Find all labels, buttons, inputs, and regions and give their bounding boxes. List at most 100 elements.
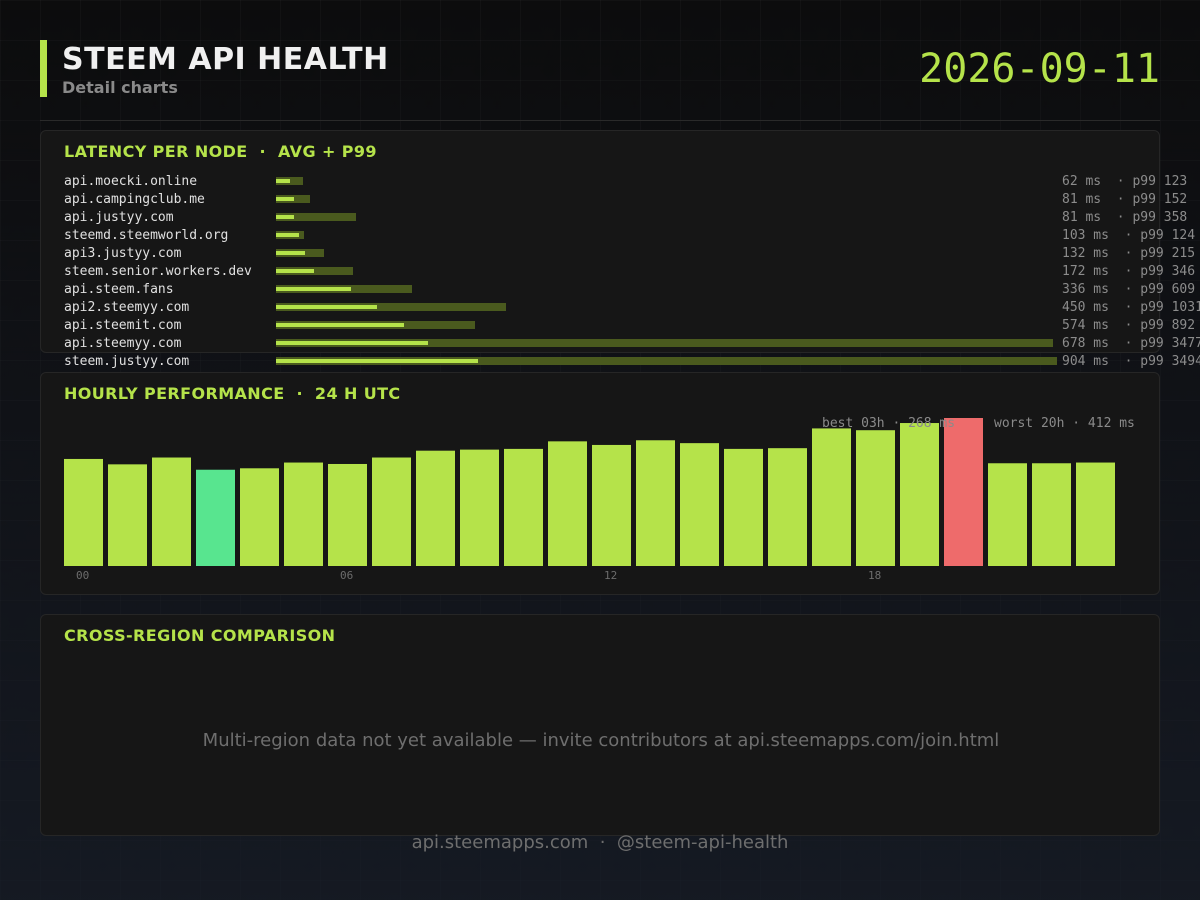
latency-rows: api.moecki.online 62 ms · p99 123 api.camp… [64,173,1200,371]
latency-bar-track [276,177,304,185]
node-name: api3.justyy.com [64,246,182,261]
cross-region-panel: CROSS-REGION COMPARISON Multi-region dat… [40,614,1160,836]
latency-values: 574 ms · p99 892 [1062,318,1195,333]
avg-latency-label: 103 ms [1062,228,1109,243]
cross-region-empty-message: Multi-region data not yet available — in… [202,730,1000,751]
p99-latency-label: · p99 346 [1124,264,1196,279]
footer-text: api.steemapps.com · @steem-api-health [411,832,789,853]
latency-values: 904 ms · p99 3494 [1062,354,1200,369]
worst-hour-note: worst 20h · 412 ms [994,416,1135,431]
p99-latency-label: · p99 3494 [1124,354,1200,369]
latency-row: api.steem.fans 336 ms · p99 609 [64,281,1200,299]
latency-values: 678 ms · p99 3477 [1062,336,1200,351]
avg-latency-label: 904 ms [1062,354,1109,369]
cross-region-panel-title: CROSS-REGION COMPARISON [64,626,336,645]
p99-latency-label: · p99 124 [1124,228,1196,243]
p99-latency-label: · p99 123 [1116,174,1188,189]
node-name: api.campingclub.me [64,192,205,207]
hour-tick-label: 00 [76,569,89,582]
latency-row: api.campingclub.me 81 ms · p99 152 [64,191,1200,209]
hour-bar-01 [108,464,147,566]
latency-values: 103 ms · p99 124 [1062,228,1195,243]
latency-row: api.steemit.com 574 ms · p99 892 [64,317,1200,335]
hour-bar-14 [680,443,719,566]
node-name: steem.senior.workers.dev [64,264,252,279]
hour-bar-19 [900,423,939,566]
p99-latency-bar [276,213,356,221]
avg-latency-bar [276,305,377,309]
best-hour-note: best 03h · 268 ms [822,416,955,431]
avg-latency-label: 336 ms [1062,282,1109,297]
hour-bar-13 [636,440,675,566]
hour-bar-08 [416,450,455,566]
latency-panel-title: LATENCY PER NODE · AVG + P99 [64,142,377,161]
latency-row: api2.steemyy.com 450 ms · p99 1031 [64,299,1200,317]
latency-values: 172 ms · p99 346 [1062,264,1195,279]
avg-latency-label: 62 ms [1062,174,1102,189]
avg-latency-bar [276,251,306,255]
p99-latency-label: · p99 152 [1116,192,1188,207]
hour-bar-04 [240,468,279,566]
latency-row: steem.senior.workers.dev 172 ms · p99 346 [64,263,1200,281]
avg-latency-label: 678 ms [1062,336,1109,351]
hourly-bar-chart: best 03h · 268 ms worst 20h · 412 ms 00 0… [64,416,1135,582]
latency-row: api.justyy.com 81 ms · p99 358 [64,209,1200,227]
p99-latency-label: · p99 358 [1116,210,1188,225]
page-title: STEEM API HEALTH [62,42,389,77]
hour-bar-10 [504,448,543,566]
hour-bar-18 [856,430,895,566]
hour-bar-07 [372,457,411,566]
hour-bar-16 [768,448,807,566]
latency-row: steemd.steemworld.org 103 ms · p99 124 [64,227,1200,245]
avg-latency-label: 450 ms [1062,300,1109,315]
avg-latency-bar [276,359,478,363]
hour-bar-23 [1076,462,1115,566]
latency-bar-track [276,357,1057,365]
hour-bar-11 [548,441,587,566]
avg-latency-bar [276,215,295,219]
latency-values: 81 ms · p99 152 [1062,192,1187,207]
p99-latency-label: · p99 3477 [1124,336,1200,351]
avg-latency-bar [276,233,300,237]
avg-latency-label: 574 ms [1062,318,1109,333]
avg-latency-bar [276,197,295,201]
avg-latency-label: 81 ms [1062,210,1102,225]
latency-bar-track [276,339,1053,347]
latency-bar-track [276,213,356,221]
hour-bar-20 [944,418,983,566]
avg-latency-label: 132 ms [1062,246,1109,261]
latency-row: api.steemyy.com 678 ms · p99 3477 [64,335,1200,353]
avg-latency-bar [276,179,290,183]
avg-latency-bar [276,287,352,291]
hourly-panel-title: HOURLY PERFORMANCE · 24 H UTC [64,384,401,403]
node-name: api2.steemyy.com [64,300,190,315]
p99-latency-label: · p99 1031 [1124,300,1200,315]
p99-latency-label: · p99 609 [1124,282,1196,297]
p99-latency-bar [276,303,507,311]
latency-bar-track [276,231,304,239]
latency-bar-track [276,249,325,257]
node-name: steem.justyy.com [64,354,190,369]
avg-latency-bar [276,323,405,327]
latency-row: steem.justyy.com 904 ms · p99 3494 [64,353,1200,371]
latency-bar-track [276,285,413,293]
latency-row: api3.justyy.com 132 ms · p99 215 [64,245,1200,263]
latency-bar-track [276,267,354,275]
node-name: api.steemyy.com [64,336,182,351]
hour-bar-15 [724,448,763,566]
p99-latency-bar [276,267,354,275]
latency-values: 81 ms · p99 358 [1062,210,1187,225]
p99-latency-bar [276,339,1053,347]
avg-latency-bar [276,269,315,273]
node-name: api.steemit.com [64,318,182,333]
avg-latency-label: 172 ms [1062,264,1109,279]
node-name: api.justyy.com [64,210,174,225]
latency-values: 336 ms · p99 609 [1062,282,1195,297]
hour-bar-03 [196,469,235,566]
p99-latency-label: · p99 215 [1124,246,1196,261]
hour-bar-12 [592,444,631,566]
hour-tick-label: 12 [604,569,617,582]
avg-latency-bar [276,341,428,345]
latency-values: 450 ms · p99 1031 [1062,300,1200,315]
latency-bar-track [276,303,507,311]
